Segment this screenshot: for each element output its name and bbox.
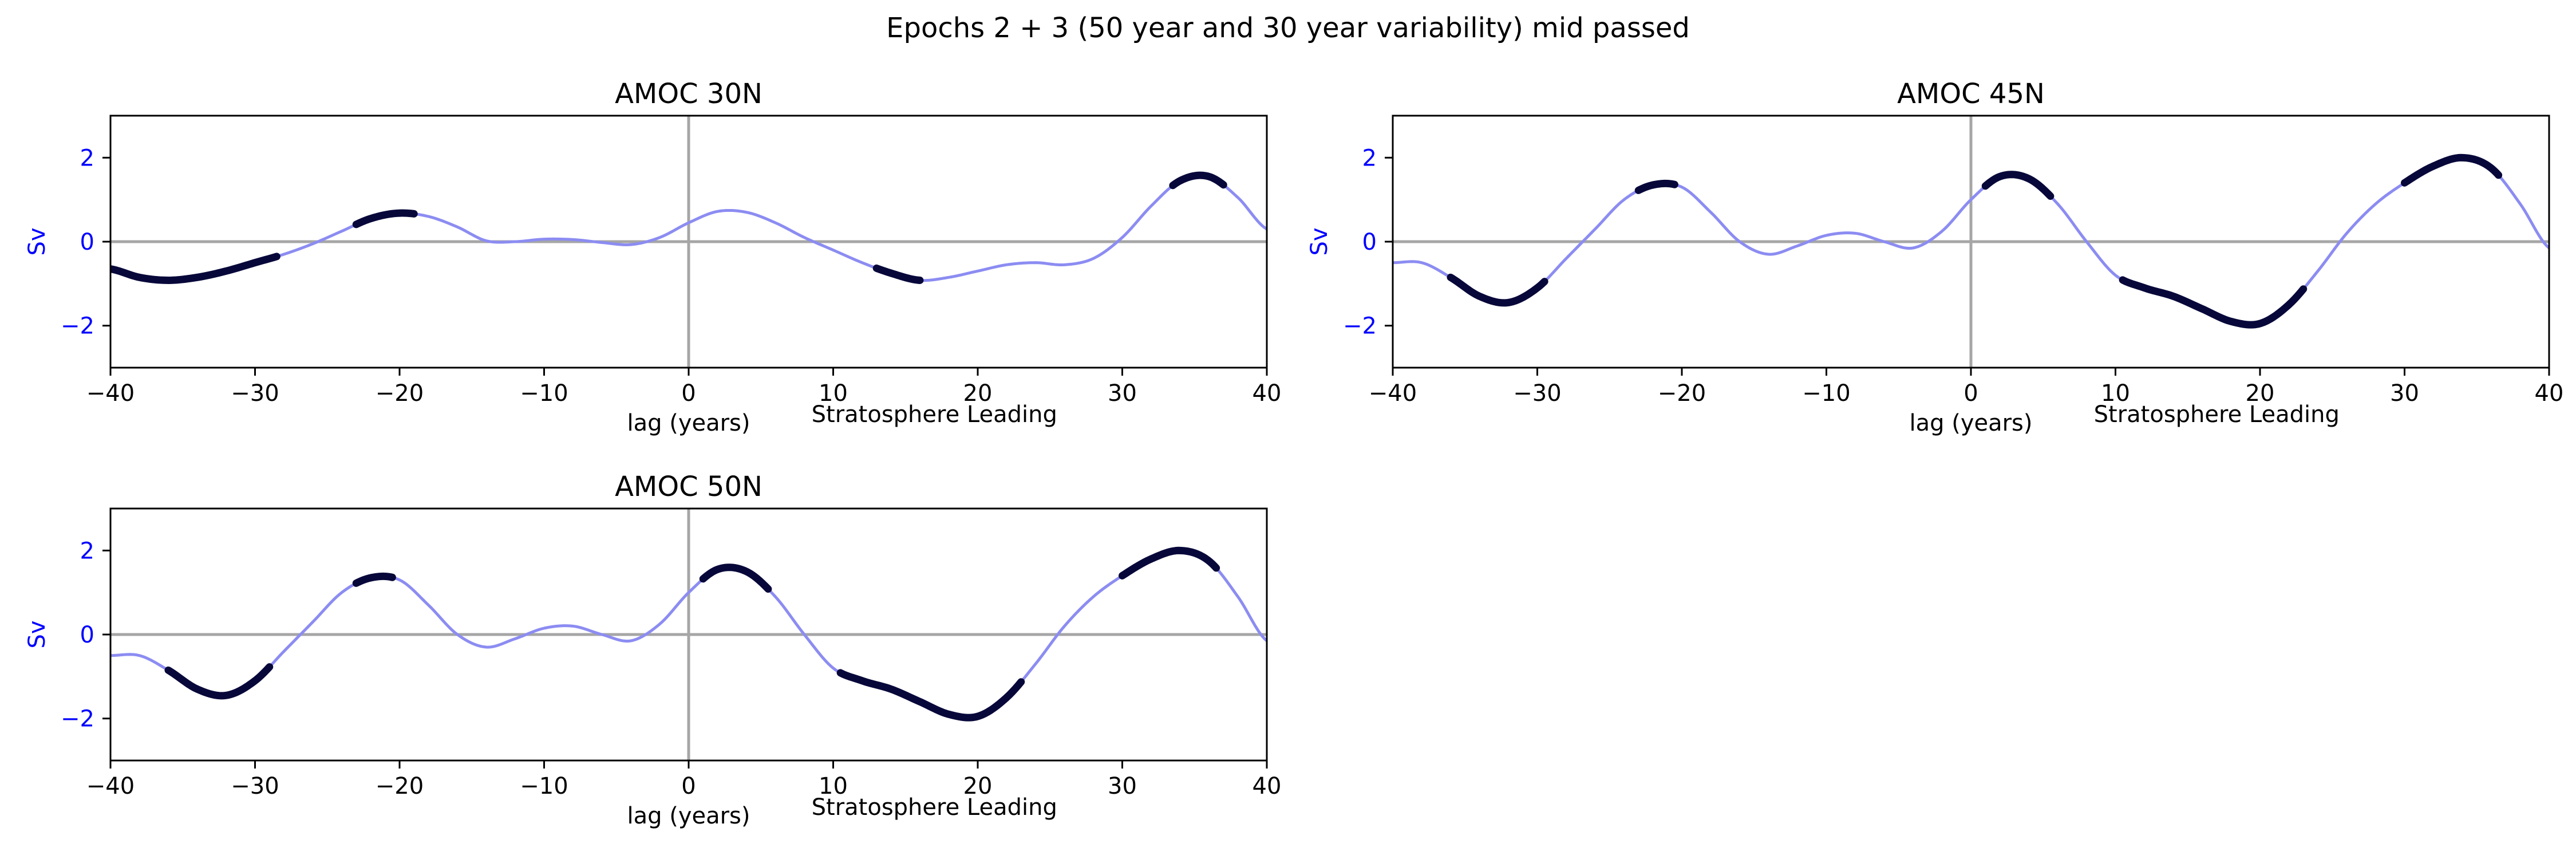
significant-segment-1 [110, 253, 280, 284]
x-tick-label: −40 [86, 380, 135, 407]
significant-segment-1 [1447, 273, 1548, 307]
y-axis-label: Sv [24, 227, 50, 255]
y-tick-label: 0 [1362, 229, 1377, 255]
subplot-title: AMOC 50N [615, 471, 762, 503]
significant-segment-2 [1634, 179, 1678, 194]
y-tick-label: −2 [61, 706, 94, 732]
subplot-title: AMOC 30N [615, 78, 762, 110]
significant-segment-3 [1981, 171, 2055, 200]
x-tick-label: −40 [86, 773, 135, 799]
significant-segment-2 [352, 209, 418, 228]
x-tick-label: −10 [520, 380, 568, 407]
x-tick-label: 30 [1108, 380, 1137, 407]
y-tick-label: 0 [80, 622, 94, 648]
plot-area [110, 546, 1267, 722]
x-tick-label: −20 [376, 380, 424, 407]
x-axis-label: lag (years) [627, 410, 750, 436]
x-tick-label: 0 [1963, 380, 1978, 407]
plot-area [110, 171, 1267, 284]
x-tick-label: 40 [1253, 773, 1282, 799]
y-tick-label: 2 [80, 145, 94, 171]
stratosphere-leading-annotation: Stratosphere Leading [2094, 401, 2340, 428]
x-tick-label: 30 [2390, 380, 2419, 407]
x-tick-label: −30 [231, 380, 279, 407]
stratosphere-leading-annotation: Stratosphere Leading [812, 401, 1057, 428]
y-tick-label: −2 [1343, 313, 1377, 340]
x-tick-label: −30 [231, 773, 279, 799]
x-tick-label: 30 [1108, 773, 1137, 799]
y-tick-label: 2 [1362, 145, 1377, 171]
significant-segment-4 [1169, 171, 1227, 190]
significant-segment-2 [352, 572, 396, 587]
y-tick-label: −2 [61, 313, 94, 340]
x-tick-label: 20 [963, 380, 993, 407]
x-tick-label: 10 [819, 773, 848, 799]
significant-segment-3 [699, 564, 772, 593]
significant-segment-1 [164, 663, 274, 700]
x-tick-label: 0 [681, 380, 696, 407]
x-tick-label: 40 [2535, 380, 2564, 407]
x-tick-label: −40 [1369, 380, 1417, 407]
series-line [110, 549, 1267, 719]
x-tick-label: −20 [376, 773, 424, 799]
significant-segment-4 [836, 669, 1025, 722]
x-tick-label: −20 [1658, 380, 1706, 407]
plot-area [1393, 153, 2549, 329]
series-line [1393, 156, 2549, 326]
y-tick-label: 2 [80, 538, 94, 564]
x-axis-label: lag (years) [627, 803, 750, 829]
stratosphere-leading-annotation: Stratosphere Leading [812, 794, 1057, 821]
x-tick-label: 20 [963, 773, 993, 799]
figure-title: Epochs 2 + 3 (50 year and 30 year variab… [886, 12, 1690, 44]
x-tick-label: 20 [2246, 380, 2275, 407]
x-tick-label: 10 [819, 380, 848, 407]
significant-segment-4 [2119, 276, 2308, 329]
x-tick-label: −10 [1802, 380, 1850, 407]
significant-segment-5 [2401, 153, 2503, 187]
significant-segment-5 [1119, 546, 1220, 580]
y-axis-label: Sv [24, 620, 50, 648]
x-tick-label: −10 [520, 773, 568, 799]
x-tick-label: 40 [1253, 380, 1282, 407]
series-line [110, 174, 1267, 282]
x-axis-label: lag (years) [1909, 410, 2032, 436]
y-axis-label: Sv [1306, 227, 1333, 255]
subplot-title: AMOC 45N [1897, 78, 2045, 110]
y-tick-label: 0 [80, 229, 94, 255]
x-tick-label: 0 [681, 773, 696, 799]
x-tick-label: −30 [1513, 380, 1561, 407]
x-tick-label: 10 [2101, 380, 2130, 407]
significant-segment-3 [872, 264, 924, 284]
